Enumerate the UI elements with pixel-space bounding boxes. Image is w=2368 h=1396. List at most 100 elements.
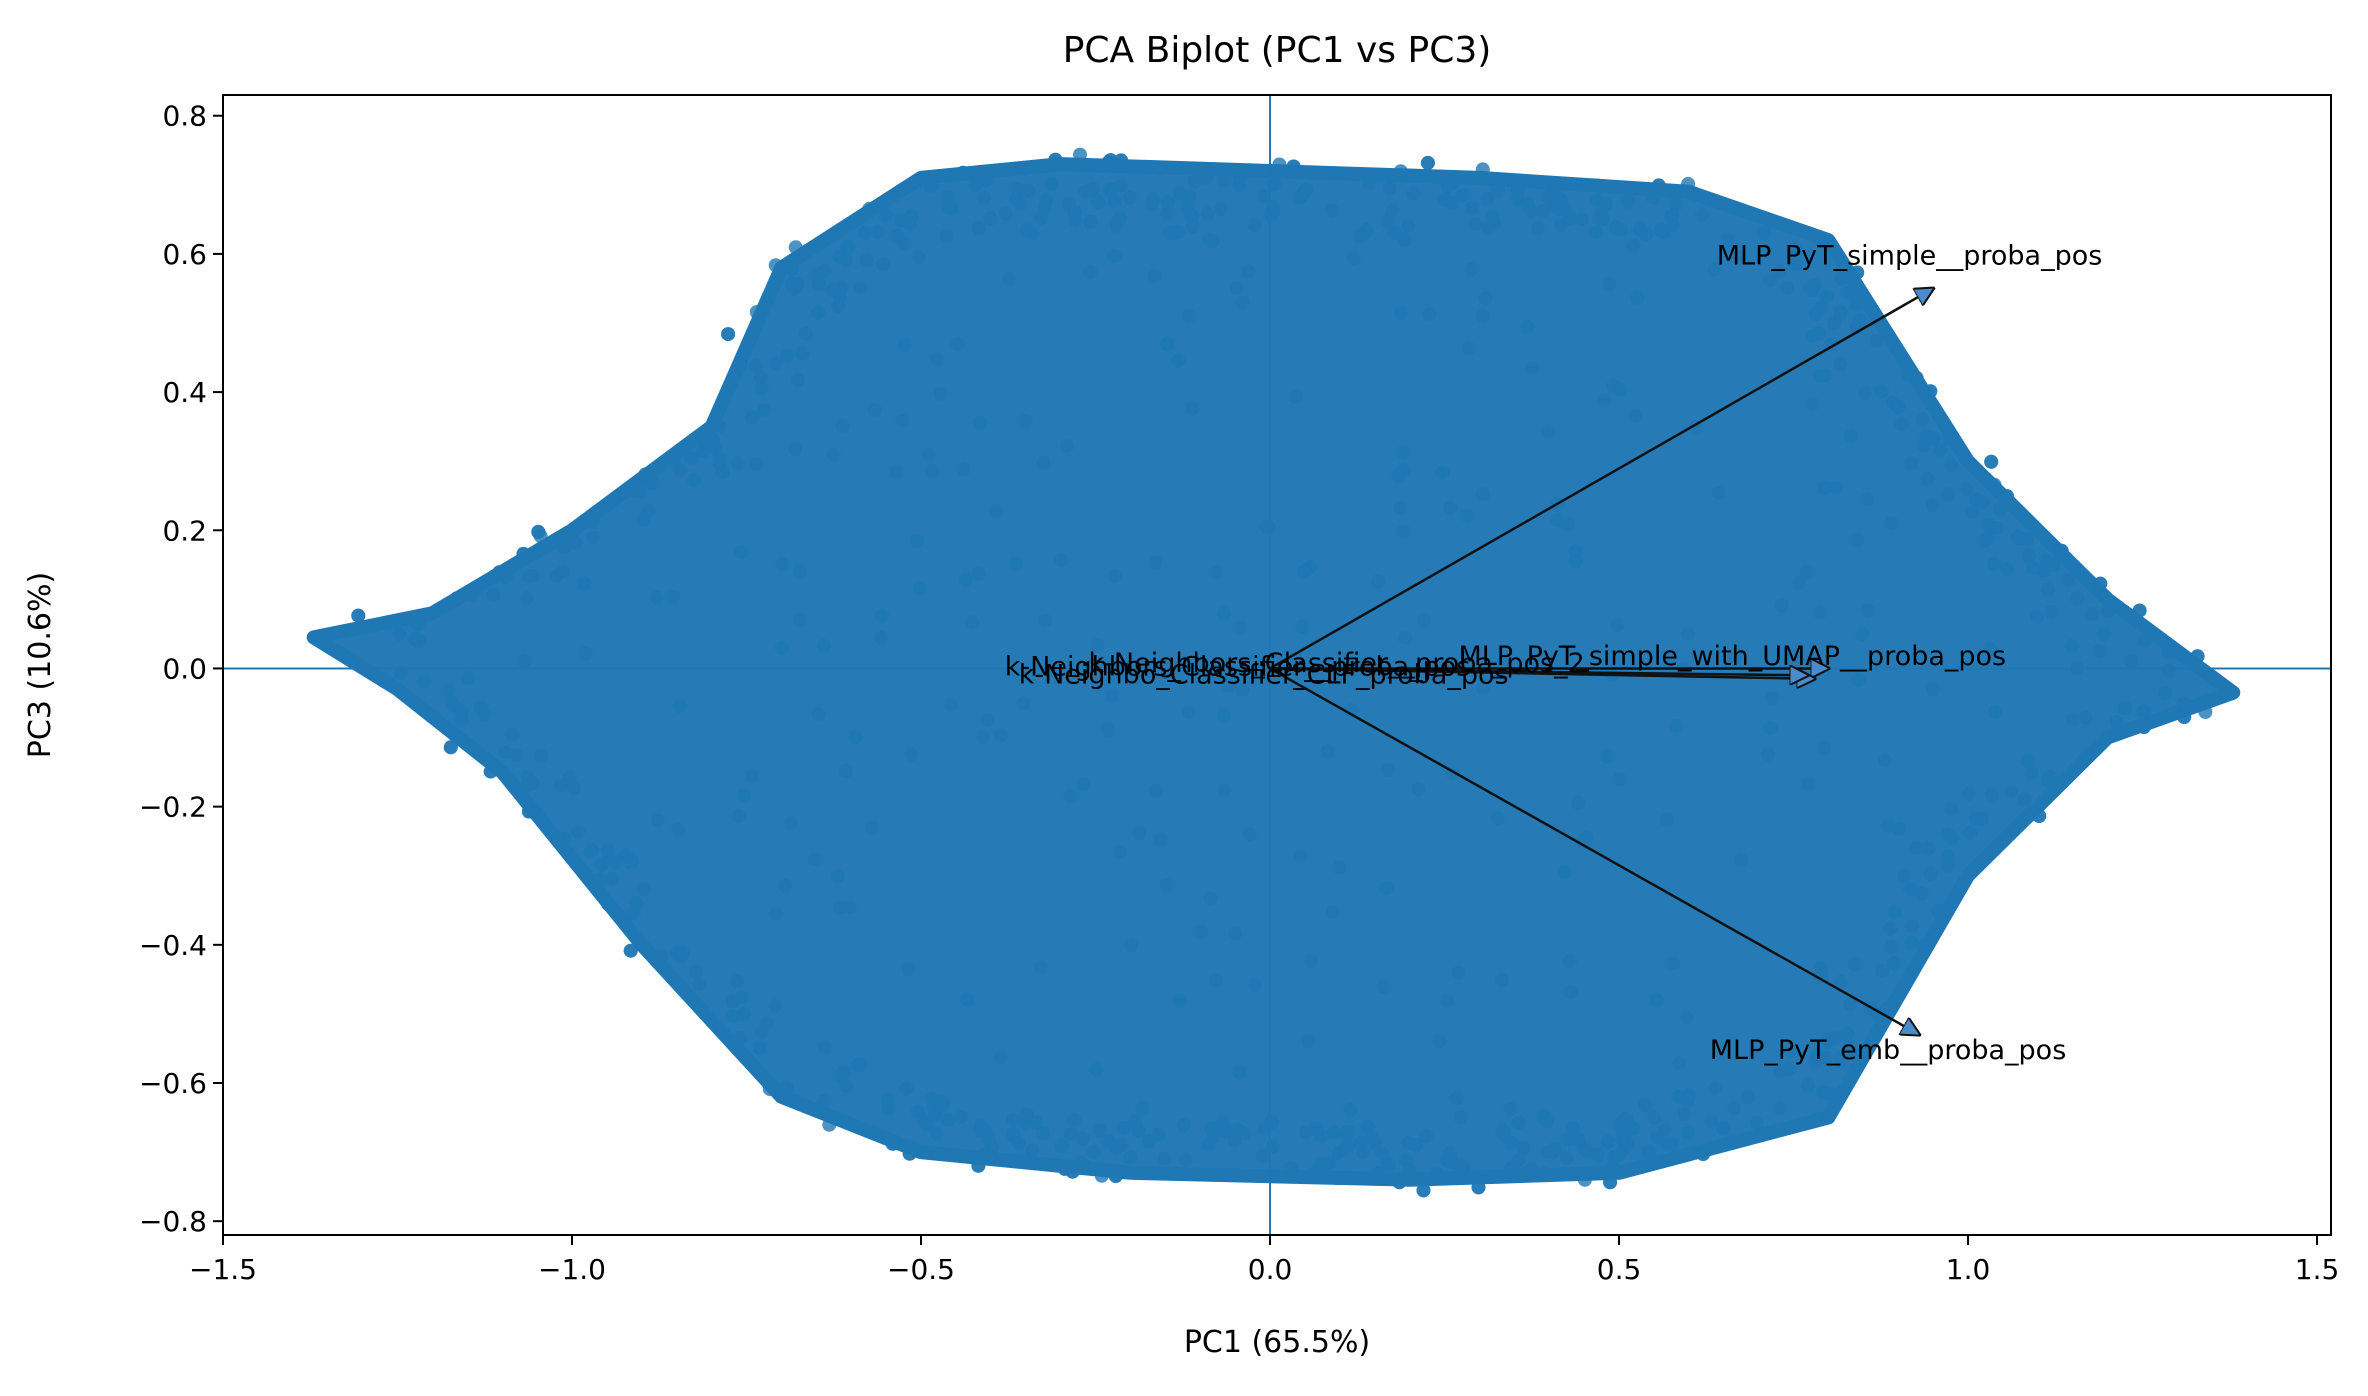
scatter-point (1465, 200, 1480, 215)
y-tick-label: −0.6 (139, 1067, 207, 1100)
scatter-point (1304, 954, 1318, 968)
scatter-point (1123, 1150, 1138, 1165)
scatter-point (2070, 591, 2085, 606)
scatter-point (923, 178, 938, 193)
scatter-point (811, 305, 825, 320)
scatter-point (978, 173, 993, 188)
scatter-point (1847, 957, 1862, 972)
scatter-point (768, 356, 783, 371)
scatter-point (1010, 182, 1025, 196)
scatter-point (1711, 486, 1726, 501)
scatter-point (1894, 417, 1909, 432)
scatter-point (1681, 627, 1695, 641)
scatter-point (1006, 1112, 1021, 1127)
scatter-point (1201, 206, 1215, 221)
scatter-point (1293, 850, 1308, 865)
scatter-point (601, 843, 616, 858)
scatter-point (2024, 766, 2039, 781)
scatter-point (1445, 195, 1460, 210)
scatter-point (1105, 688, 1120, 703)
scatter-point (867, 403, 882, 418)
scatter-point (1331, 1145, 1346, 1160)
scatter-point (1172, 993, 1187, 1008)
scatter-point (1272, 157, 1287, 172)
scatter-point (1816, 1085, 1831, 1100)
scatter-point (1891, 399, 1906, 414)
scatter-point (2064, 639, 2079, 654)
scatter-point (768, 998, 783, 1013)
scatter-point (1242, 827, 1257, 842)
scatter-point (885, 1136, 900, 1151)
scatter-point (1875, 963, 1890, 978)
scatter-point (779, 1080, 794, 1095)
scatter-point (1647, 1110, 1662, 1125)
scatter-point (902, 962, 916, 977)
scatter-point (712, 419, 727, 434)
scatter-point (1601, 1134, 1616, 1149)
scatter-point (1671, 1089, 1686, 1104)
scatter-point (1352, 229, 1367, 244)
scatter-point (1832, 307, 1847, 322)
scatter-point (930, 352, 945, 367)
scatter-point (944, 698, 958, 713)
scatter-point (1209, 973, 1224, 988)
x-tick-label: 1.0 (1946, 1253, 1991, 1286)
x-axis-label: PC1 (65.5%) (1184, 1325, 1370, 1360)
x-tick-label: −0.5 (887, 1253, 955, 1286)
scatter-point (2026, 561, 2041, 575)
scatter-point (592, 872, 607, 887)
scatter-point (1228, 926, 1243, 941)
scatter-point (1983, 641, 1997, 656)
scatter-point (879, 208, 894, 223)
scatter-point (1217, 783, 1232, 798)
scatter-point (1204, 1121, 1219, 1136)
scatter-point (578, 646, 593, 661)
scatter-point (1411, 782, 1426, 797)
scatter-point (925, 463, 940, 478)
scatter-point (1926, 682, 1941, 697)
scatter-point (715, 465, 730, 480)
scatter-point (1750, 1115, 1764, 1130)
scatter-point (1402, 1164, 1417, 1179)
scatter-point (1161, 195, 1175, 210)
scatter-point (1799, 565, 1814, 579)
scatter-point (1852, 1050, 1867, 1065)
scatter-point (1151, 1127, 1166, 1142)
scatter-point (1162, 226, 1177, 240)
scatter-point (1571, 795, 1586, 810)
scatter-point (752, 1041, 767, 1055)
scatter-point (1255, 1148, 1270, 1163)
scatter-point (1772, 1101, 1787, 1116)
scatter-point (1672, 1056, 1687, 1071)
y-tick-label: 0.2 (162, 514, 207, 547)
scatter-point (1835, 262, 1850, 277)
scatter-point (895, 413, 910, 428)
scatter-point (822, 1117, 837, 1132)
scatter-point (1590, 1147, 1605, 1162)
scatter-point (1909, 841, 1924, 856)
scatter-point (1576, 834, 1591, 849)
scatter-point (1393, 501, 1408, 516)
scatter-point (1038, 613, 1053, 628)
scatter-point (1037, 201, 1052, 216)
scatter-point (1879, 1002, 1894, 1017)
scatter-point (825, 282, 840, 297)
scatter-point (2017, 792, 2032, 807)
scatter-point (1944, 458, 1959, 473)
scatter-point (1537, 1166, 1552, 1181)
scatter-point (1329, 1171, 1344, 1186)
scatter-point (1035, 1126, 1050, 1141)
scatter-point (725, 994, 740, 1009)
scatter-point (826, 447, 841, 462)
scatter-point (1756, 225, 1771, 240)
scatter-point (636, 512, 651, 527)
scatter-point (890, 228, 904, 243)
scatter-point (1419, 1129, 1433, 1144)
scatter-point (1843, 997, 1858, 1012)
scatter-point (858, 226, 873, 241)
scatter-point (1103, 153, 1118, 168)
scatter-point (902, 217, 917, 232)
scatter-point (1940, 487, 1955, 502)
scatter-point (1237, 1126, 1252, 1141)
scatter-point (557, 540, 572, 555)
